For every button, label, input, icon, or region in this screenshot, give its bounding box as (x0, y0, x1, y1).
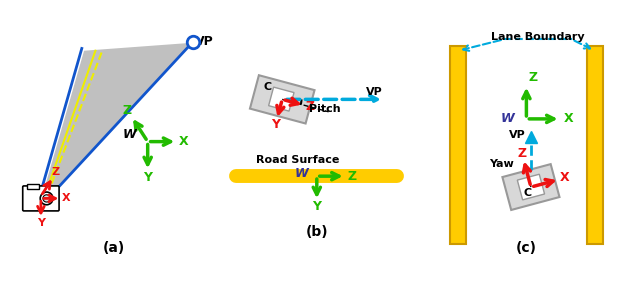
Text: Z: Z (122, 104, 132, 117)
Text: X: X (560, 171, 570, 184)
Polygon shape (43, 43, 192, 194)
Text: Pitch: Pitch (308, 104, 340, 114)
Text: Road Surface: Road Surface (256, 155, 339, 165)
Text: (b): (b) (305, 225, 328, 239)
Text: VP: VP (366, 87, 383, 97)
Text: C: C (264, 82, 271, 92)
Text: X: X (564, 112, 573, 125)
Bar (451, 46, 466, 244)
Text: C: C (524, 188, 532, 198)
Text: VP: VP (509, 130, 525, 140)
Text: (c): (c) (516, 241, 537, 255)
Polygon shape (517, 174, 545, 200)
Text: C: C (31, 193, 39, 203)
Text: Y: Y (312, 200, 321, 213)
FancyBboxPatch shape (23, 186, 59, 211)
Text: (a): (a) (102, 241, 125, 255)
Text: Yaw: Yaw (489, 159, 514, 169)
Text: Z: Z (517, 147, 526, 160)
Text: W: W (123, 128, 136, 141)
Text: VP: VP (195, 35, 214, 48)
Polygon shape (502, 164, 559, 210)
Text: W: W (294, 167, 308, 180)
Text: Z: Z (348, 170, 357, 183)
Text: Y: Y (271, 118, 280, 131)
Circle shape (43, 195, 50, 202)
Polygon shape (250, 75, 314, 123)
Text: Y: Y (37, 218, 45, 228)
Text: W: W (500, 112, 514, 125)
Text: X: X (61, 193, 70, 203)
Text: X: X (179, 135, 188, 148)
Circle shape (40, 192, 53, 205)
Text: Z: Z (305, 100, 315, 113)
Bar (587, 46, 602, 244)
Text: Z: Z (529, 71, 538, 84)
Text: Lane Boundary: Lane Boundary (491, 32, 584, 42)
Text: Y: Y (143, 171, 152, 184)
Text: Z: Z (52, 167, 60, 177)
Polygon shape (269, 87, 294, 111)
Bar (28, 184, 38, 189)
